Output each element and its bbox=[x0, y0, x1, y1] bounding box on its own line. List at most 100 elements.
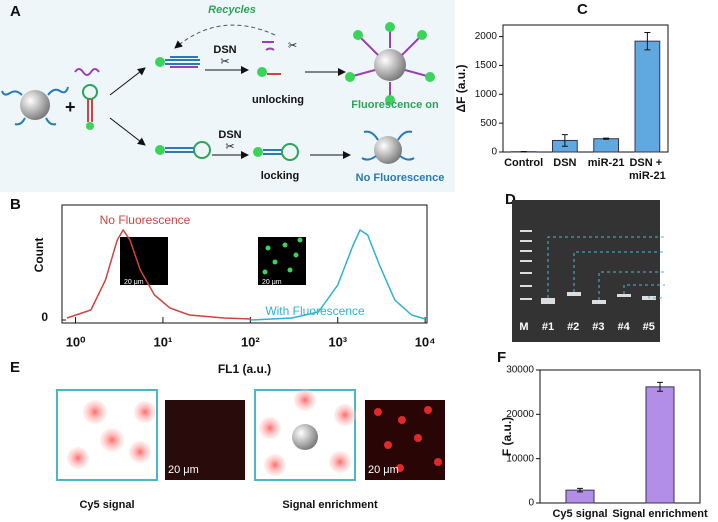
plot-frame bbox=[502, 24, 669, 153]
x-tick-label: 10² bbox=[241, 334, 260, 349]
scissors: ✂ bbox=[220, 56, 229, 68]
x-tick-label: 10⁰ bbox=[66, 334, 86, 349]
arrow bbox=[109, 67, 146, 96]
y-tick-label: 10000 bbox=[506, 453, 534, 464]
microrna bbox=[74, 68, 100, 76]
strands bbox=[352, 30, 428, 100]
hairpin-stem bbox=[165, 147, 195, 153]
plus: + bbox=[65, 97, 76, 117]
scale-bar: 20 μm bbox=[368, 464, 399, 476]
fluorophore bbox=[253, 147, 263, 157]
y-tick-label: 20000 bbox=[506, 409, 534, 420]
annotation: 20 μm bbox=[262, 279, 282, 286]
glows bbox=[67, 400, 156, 469]
hairpin-stem bbox=[87, 99, 93, 122]
y-tick-label: 30000 bbox=[506, 365, 534, 376]
lane-label: #4 bbox=[617, 321, 630, 333]
y-axis-label: Count bbox=[32, 238, 46, 273]
hairpin-loop bbox=[281, 143, 299, 161]
annotation: With Fluorescence bbox=[265, 304, 365, 318]
gel-image bbox=[512, 200, 660, 342]
x-tick-label: 10¹ bbox=[154, 334, 173, 349]
series-line bbox=[250, 228, 426, 321]
x-tick-label: Control bbox=[504, 157, 543, 169]
panel-label: E bbox=[10, 359, 20, 376]
lane-label: #2 bbox=[567, 321, 579, 333]
panel-label: B bbox=[10, 196, 21, 213]
nanoparticle bbox=[20, 90, 50, 120]
fluorophore bbox=[86, 122, 94, 130]
panel-a: A + DSN ✂ ✂ Recycles unlocking Fluoresce… bbox=[0, 0, 455, 192]
annotation: No Fluorescence bbox=[100, 213, 191, 227]
scale-bar: 20 μm bbox=[168, 464, 199, 476]
guide-lines bbox=[547, 236, 665, 300]
annotation: 20 μm bbox=[124, 279, 144, 286]
error-bar bbox=[603, 137, 610, 140]
error-bar bbox=[644, 32, 651, 51]
fluorophore bbox=[155, 145, 165, 155]
panel-label: F bbox=[497, 349, 506, 366]
x-tick-label: 10⁴ bbox=[415, 334, 436, 349]
fluorophore bbox=[155, 57, 165, 67]
y-tick-label: 0 bbox=[491, 147, 497, 158]
plot-frame bbox=[61, 204, 428, 324]
label: DSN bbox=[218, 129, 241, 141]
scissors: ✂ bbox=[225, 141, 234, 153]
nanoparticle bbox=[374, 49, 406, 81]
y-tick-label: 0 bbox=[528, 498, 534, 509]
fluorophore bbox=[257, 67, 267, 77]
scissors: ✂ bbox=[288, 40, 297, 52]
x-axis-label: FL1 (a.u.) bbox=[218, 362, 271, 376]
label: Recycles bbox=[208, 4, 256, 16]
bar bbox=[634, 40, 661, 153]
y-axis-label: ΔF (a.u.) bbox=[454, 65, 468, 113]
y-tick-label: 2000 bbox=[475, 31, 498, 42]
hairpin-stem bbox=[263, 149, 283, 155]
label: DSN bbox=[213, 44, 236, 56]
bar bbox=[593, 138, 619, 153]
y-tick-label: 0 bbox=[41, 310, 48, 324]
error-bar bbox=[561, 134, 568, 147]
cells bbox=[262, 237, 303, 275]
x-tick-label: Cy5 signal bbox=[552, 508, 607, 520]
caption: Signal enrichment bbox=[282, 499, 378, 511]
particles bbox=[374, 406, 442, 472]
nanoparticle bbox=[374, 136, 402, 164]
label: locking bbox=[261, 170, 300, 182]
cy5-image bbox=[165, 400, 245, 480]
lane-label: #1 bbox=[542, 321, 554, 333]
lane-label: #3 bbox=[592, 321, 604, 333]
nanoparticle bbox=[292, 424, 318, 450]
glows bbox=[259, 389, 356, 476]
y-tick-label: 500 bbox=[480, 118, 497, 129]
error-bar bbox=[657, 381, 663, 392]
inset-image bbox=[258, 237, 306, 285]
x-tick-label: miR-21 bbox=[588, 157, 625, 169]
error-bar bbox=[577, 487, 583, 493]
series-line bbox=[66, 228, 251, 320]
panel-label: C bbox=[577, 1, 588, 18]
y-axis-label: F (a.u.) bbox=[500, 417, 514, 456]
x-tick-label: DSN bbox=[553, 157, 576, 169]
plot-frame bbox=[539, 369, 701, 504]
fluorophores bbox=[345, 22, 435, 105]
bar bbox=[645, 386, 675, 504]
label: Fluorescence on bbox=[351, 99, 439, 111]
fragment bbox=[262, 41, 275, 51]
caption: Cy5 signal bbox=[79, 499, 134, 511]
y-tick-label: 1500 bbox=[475, 60, 498, 71]
lane-label: M bbox=[519, 321, 528, 333]
arrow bbox=[109, 117, 146, 146]
duplex bbox=[165, 56, 200, 65]
panel-label: D bbox=[505, 191, 516, 208]
hairpin-loop bbox=[82, 84, 98, 100]
x-tick-label: 10³ bbox=[328, 334, 347, 349]
strands bbox=[1, 86, 69, 126]
x-tick-label: Signal enrichment bbox=[612, 508, 708, 520]
x-tick-label: DSN + miR-21 bbox=[629, 157, 666, 182]
y-tick-label: 1000 bbox=[475, 89, 498, 100]
strands bbox=[361, 130, 415, 161]
lane-label: #5 bbox=[643, 321, 655, 333]
hairpin-loop bbox=[193, 141, 211, 159]
